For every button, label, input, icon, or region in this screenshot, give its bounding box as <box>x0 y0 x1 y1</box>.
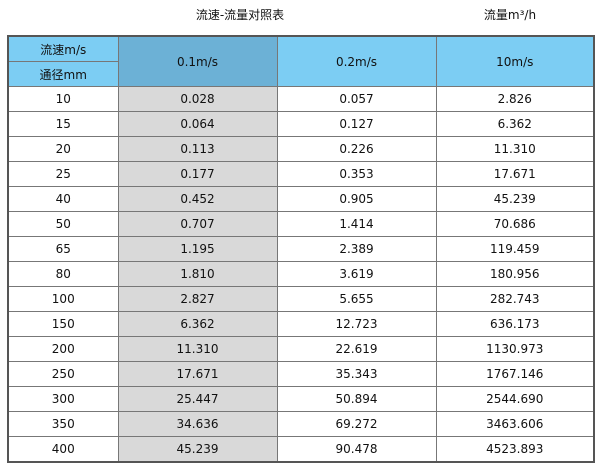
table-row: 200 11.310 22.619 1130.973 <box>7 336 595 362</box>
table-row: 20 0.113 0.226 11.310 <box>7 136 595 162</box>
velocity-header: 流速m/s <box>7 35 119 62</box>
diameter-cell: 40 <box>7 186 119 212</box>
flow-cell: 282.743 <box>435 286 595 312</box>
flow-cell: 0.127 <box>276 111 437 137</box>
column-header: 0.1m/s <box>117 35 278 87</box>
diameter-cell: 300 <box>7 386 119 412</box>
diameter-cell: 150 <box>7 311 119 337</box>
flow-cell: 0.452 <box>117 186 278 212</box>
flow-cell: 0.226 <box>276 136 437 162</box>
diameter-cell: 400 <box>7 436 119 463</box>
flow-cell: 0.113 <box>117 136 278 162</box>
table-row: 40 0.452 0.905 45.239 <box>7 186 595 212</box>
flow-cell: 2544.690 <box>435 386 595 412</box>
table-row: 350 34.636 69.272 3463.606 <box>7 411 595 437</box>
flow-cell: 1130.973 <box>435 336 595 362</box>
flow-cell: 11.310 <box>435 136 595 162</box>
unit-label: 流量m³/h <box>483 8 537 22</box>
flow-cell: 22.619 <box>276 336 437 362</box>
flow-cell: 4523.893 <box>435 436 595 463</box>
flow-cell: 1.195 <box>117 236 278 262</box>
column-header: 10m/s <box>435 35 595 87</box>
table-row: 80 1.810 3.619 180.956 <box>7 261 595 287</box>
diameter-cell: 65 <box>7 236 119 262</box>
table-row: 10 0.028 0.057 2.826 <box>7 86 595 112</box>
table-row: 25 0.177 0.353 17.671 <box>7 161 595 187</box>
diameter-cell: 15 <box>7 111 119 137</box>
flow-cell: 6.362 <box>435 111 595 137</box>
flow-cell: 2.827 <box>117 286 278 312</box>
diameter-cell: 50 <box>7 211 119 237</box>
flow-cell: 12.723 <box>276 311 437 337</box>
table-row: 300 25.447 50.894 2544.690 <box>7 386 595 412</box>
flow-cell: 0.707 <box>117 211 278 237</box>
diameter-cell: 350 <box>7 411 119 437</box>
flow-cell: 0.353 <box>276 161 437 187</box>
flow-cell: 0.064 <box>117 111 278 137</box>
flow-cell: 5.655 <box>276 286 437 312</box>
diameter-cell: 20 <box>7 136 119 162</box>
flow-cell: 45.239 <box>117 436 278 463</box>
table-row: 50 0.707 1.414 70.686 <box>7 211 595 237</box>
flow-cell: 1767.146 <box>435 361 595 387</box>
flow-cell: 50.894 <box>276 386 437 412</box>
table-row: 250 17.671 35.343 1767.146 <box>7 361 595 387</box>
table-row: 15 0.064 0.127 6.362 <box>7 111 595 137</box>
diameter-cell: 100 <box>7 286 119 312</box>
flow-cell: 119.459 <box>435 236 595 262</box>
flow-cell: 35.343 <box>276 361 437 387</box>
flow-cell: 1.414 <box>276 211 437 237</box>
flow-cell: 6.362 <box>117 311 278 337</box>
flow-cell: 0.057 <box>276 86 437 112</box>
table-row: 400 45.239 90.478 4523.893 <box>7 436 595 463</box>
flow-cell: 3463.606 <box>435 411 595 437</box>
diameter-cell: 25 <box>7 161 119 187</box>
diameter-header: 通径mm <box>7 61 119 87</box>
table-row: 150 6.362 12.723 636.173 <box>7 311 595 337</box>
column-header: 0.2m/s <box>276 35 437 87</box>
header-row: 通径mm <box>7 61 594 87</box>
flow-cell: 2.826 <box>435 86 595 112</box>
flow-cell: 70.686 <box>435 211 595 237</box>
flow-table: 流速m/s 0.1m/s 0.2m/s 10m/s 通径mm 10 0.028 0.… <box>7 35 595 463</box>
diameter-cell: 200 <box>7 336 119 362</box>
table-row: 65 1.195 2.389 119.459 <box>7 236 595 262</box>
flow-cell: 0.028 <box>117 86 278 112</box>
flow-cell: 90.478 <box>276 436 437 463</box>
table-title: 流速-流量对照表 <box>195 8 285 22</box>
flow-cell: 17.671 <box>117 361 278 387</box>
diameter-cell: 80 <box>7 261 119 287</box>
flow-cell: 0.905 <box>276 186 437 212</box>
flow-cell: 2.389 <box>276 236 437 262</box>
flow-cell: 180.956 <box>435 261 595 287</box>
flow-cell: 1.810 <box>117 261 278 287</box>
flow-cell: 0.177 <box>117 161 278 187</box>
flow-cell: 25.447 <box>117 386 278 412</box>
flow-cell: 3.619 <box>276 261 437 287</box>
flow-cell: 17.671 <box>435 161 595 187</box>
flow-cell: 45.239 <box>435 186 595 212</box>
flow-cell: 69.272 <box>276 411 437 437</box>
flow-cell: 34.636 <box>117 411 278 437</box>
diameter-cell: 10 <box>7 86 119 112</box>
diameter-cell: 250 <box>7 361 119 387</box>
flow-cell: 636.173 <box>435 311 595 337</box>
table-row: 100 2.827 5.655 282.743 <box>7 286 595 312</box>
header-row: 流速m/s 0.1m/s 0.2m/s 10m/s <box>7 35 595 87</box>
flow-cell: 11.310 <box>117 336 278 362</box>
